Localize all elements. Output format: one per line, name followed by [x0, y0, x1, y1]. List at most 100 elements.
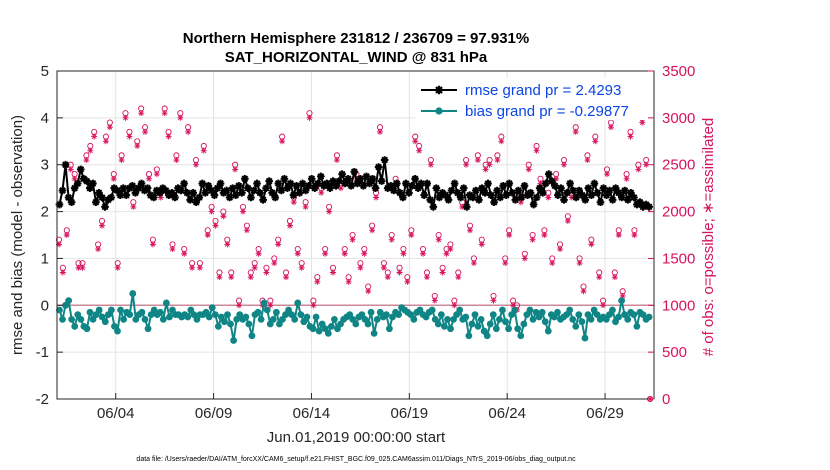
rmse-point — [551, 182, 559, 190]
rmse-point — [128, 182, 137, 190]
obs-assimilated-point — [208, 208, 215, 215]
rmse-point — [228, 184, 237, 192]
obs-assimilated-point — [204, 232, 211, 238]
obs-assimilated-point — [482, 166, 489, 173]
obs-assimilated-point — [451, 302, 458, 309]
bias-point — [468, 320, 476, 328]
rmse-point — [347, 182, 356, 190]
obs-assimilated-point — [564, 217, 571, 224]
bias-point — [297, 311, 305, 319]
rmse-point — [314, 179, 322, 188]
obs-assimilated-point — [404, 278, 411, 285]
obs-assimilated-point — [122, 114, 129, 121]
obs-assimilated-point — [189, 264, 196, 271]
obs-assimilated-point — [568, 194, 575, 201]
obs-assimilated-point — [279, 138, 286, 145]
bias-point — [520, 320, 528, 328]
obs-assimilated-point — [224, 241, 231, 248]
obs-assimilated-point — [365, 288, 372, 295]
obs-assimilated-point — [623, 175, 630, 182]
bias-point — [107, 306, 115, 314]
obs-assimilated-point — [181, 250, 188, 257]
obs-assimilated-point — [588, 241, 595, 248]
rmse-point — [307, 174, 316, 183]
bias-point — [367, 308, 375, 316]
bias-point — [441, 322, 448, 330]
obs-assimilated-point — [361, 250, 368, 257]
rmse-point — [450, 179, 459, 188]
obs-assimilated-point — [341, 250, 348, 257]
bias-point — [65, 297, 73, 304]
obs-assimilated-point — [294, 250, 301, 257]
rmse-point — [104, 196, 112, 204]
bias-point — [514, 325, 522, 333]
rmse-point — [411, 174, 419, 183]
rmse-point — [481, 189, 489, 197]
y-tick-label-right: 2000 — [662, 204, 695, 221]
bias-point — [499, 306, 506, 314]
rmse-point — [472, 186, 480, 195]
rmse-point — [183, 189, 191, 197]
rmse-point — [396, 189, 404, 197]
rmse-point — [89, 179, 97, 188]
obs-assimilated-point — [95, 246, 102, 253]
rmse-point — [426, 196, 435, 204]
obs-assimilated-point — [286, 222, 293, 229]
obs-assimilated-point — [490, 297, 497, 304]
rmse-point — [171, 193, 179, 202]
obs-assimilated-point — [283, 274, 290, 281]
y-tick-label-right: 1000 — [662, 297, 695, 314]
rmse-point — [192, 198, 201, 206]
obs-assimilated-point — [400, 250, 407, 257]
bias-point — [101, 318, 109, 326]
rmse-point — [526, 189, 535, 197]
bias-point — [269, 315, 277, 323]
y-tick-label-left: 2 — [41, 204, 49, 221]
obs-assimilated-point — [75, 264, 82, 271]
y-tick-label-right: 0 — [662, 391, 670, 408]
rmse-point — [557, 184, 565, 192]
obs-assimilated-point — [243, 227, 250, 234]
chart-subtitle: SAT_HORIZONTAL_WIND @ 831 hPa — [225, 49, 488, 66]
rmse-point — [554, 191, 562, 199]
x-axis-label: Jun.01,2019 00:00:00 start — [267, 429, 446, 446]
rmse-point — [593, 189, 602, 197]
rmse-point — [131, 189, 140, 197]
obs-assimilated-point — [502, 260, 509, 267]
y-tick-label-left: 4 — [41, 110, 49, 127]
rmse-point — [256, 189, 264, 197]
rmse-point — [317, 172, 325, 181]
obs-assimilated-point — [533, 147, 540, 154]
bias-point — [645, 313, 653, 321]
rmse-point — [444, 196, 453, 204]
rmse-point — [441, 191, 450, 199]
obs-assimilated-point — [142, 128, 149, 135]
series-layer — [55, 156, 653, 344]
rmse-point — [286, 179, 295, 188]
bias-point — [492, 325, 500, 333]
y-tick-label-left: 3 — [41, 157, 49, 174]
rmse-point — [535, 184, 544, 192]
rmse-point — [180, 179, 188, 188]
obs-assimilated-point — [192, 161, 199, 168]
obs-assimilated-point — [474, 157, 481, 164]
rmse-point — [584, 184, 593, 192]
x-tick-label: 06/04 — [97, 405, 135, 422]
rmse-point — [541, 179, 550, 188]
obs-assimilated-point — [275, 241, 282, 248]
rmse-point — [493, 186, 501, 195]
rmse-point — [487, 191, 495, 199]
obs-assimilated-point — [247, 274, 254, 281]
rmse-point — [134, 184, 143, 192]
obs-assimilated-point — [384, 274, 391, 281]
bias-point — [410, 315, 418, 323]
rmse-point — [113, 186, 121, 195]
bias-point — [615, 313, 622, 321]
rmse-point — [268, 189, 277, 197]
rmse-point — [514, 186, 523, 195]
rmse-point — [83, 177, 91, 185]
obs-assimilated-point — [310, 302, 317, 309]
y-axis-label-left: rmse and bias (model - observation) — [9, 115, 26, 355]
rmse-point — [247, 193, 255, 202]
rmse-point — [499, 182, 508, 190]
